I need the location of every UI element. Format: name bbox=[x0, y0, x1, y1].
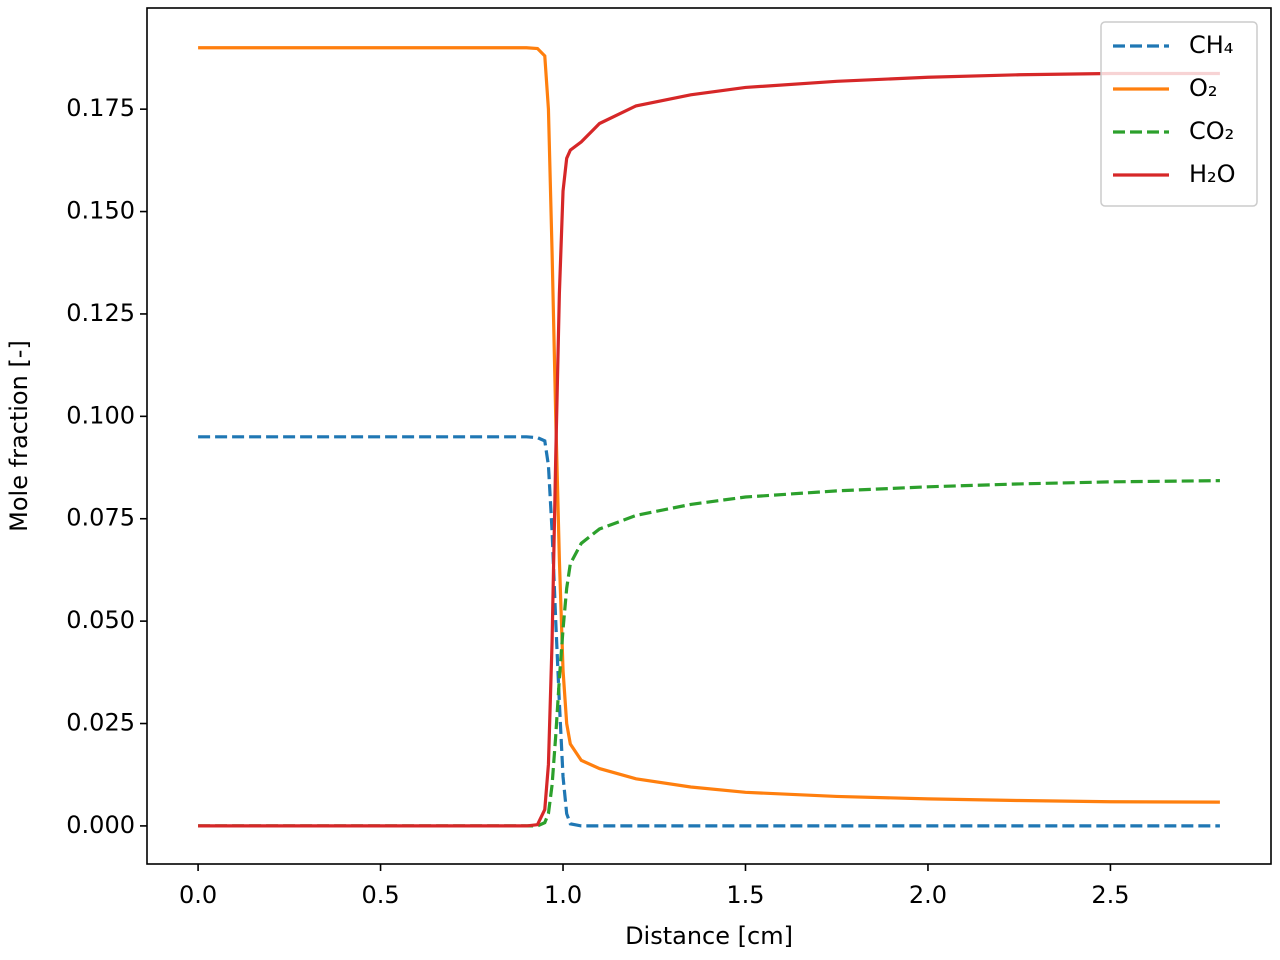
legend-label: CH₄ bbox=[1189, 31, 1233, 59]
x-tick-label: 1.0 bbox=[544, 881, 582, 909]
series-line bbox=[198, 435, 1220, 828]
y-tick-label: 0.100 bbox=[66, 401, 135, 429]
y-axis-label: Mole fraction [-] bbox=[5, 340, 33, 532]
y-tick-label: 0.025 bbox=[66, 709, 135, 737]
legend-label: O₂ bbox=[1189, 74, 1218, 102]
x-tick-label: 0.0 bbox=[179, 881, 217, 909]
x-tick-label: 2.0 bbox=[909, 881, 947, 909]
legend-label: H₂O bbox=[1189, 160, 1236, 188]
legend-label: CO₂ bbox=[1189, 117, 1234, 145]
y-tick-label: 0.000 bbox=[66, 811, 135, 839]
series-line bbox=[198, 46, 1220, 804]
legend-box bbox=[1100, 21, 1258, 207]
y-tick-label: 0.175 bbox=[66, 94, 135, 122]
x-axis-label: Distance [cm] bbox=[625, 922, 793, 950]
plot-frame bbox=[146, 7, 1272, 865]
series-line bbox=[198, 479, 1220, 828]
y-tick-label: 0.050 bbox=[66, 606, 135, 634]
x-tick-label: 1.5 bbox=[726, 881, 764, 909]
y-tick-label: 0.075 bbox=[66, 504, 135, 532]
x-tick-label: 2.5 bbox=[1091, 881, 1129, 909]
y-tick-label: 0.125 bbox=[66, 299, 135, 327]
y-tick-label: 0.150 bbox=[66, 197, 135, 225]
series-line bbox=[198, 71, 1220, 828]
x-tick-label: 0.5 bbox=[361, 881, 399, 909]
